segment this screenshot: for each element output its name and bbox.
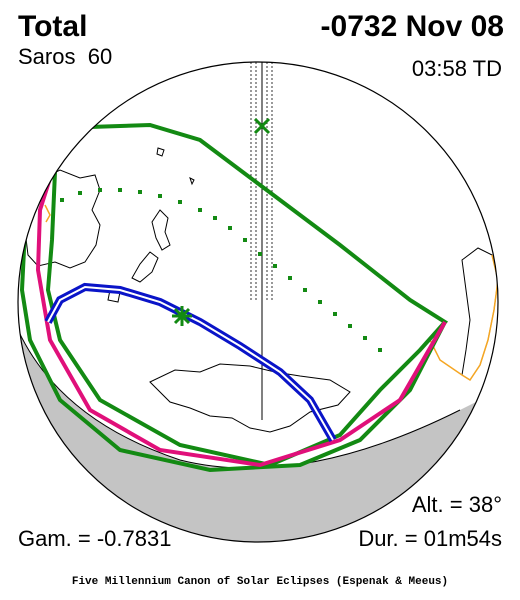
dotted-limit-dot [78, 191, 82, 195]
dotted-limit-line [60, 188, 382, 352]
dotted-limit-dot [158, 194, 162, 198]
dotted-limit-dot [288, 276, 292, 280]
saros-label: Saros 60 [18, 44, 112, 70]
eclipse-date: -0732 Nov 08 [320, 10, 504, 43]
dotted-limit-dot [60, 198, 64, 202]
dotted-limit-dot [273, 264, 277, 268]
eclipse-time: 03:58 TD [411, 56, 502, 81]
penumbra-north-limit [45, 122, 449, 468]
penumbra-south-limit [19, 189, 447, 473]
island [189, 177, 195, 186]
new-zealand-south [131, 251, 159, 283]
dotted-limit-dot [198, 208, 202, 212]
greatest-eclipse-marker [172, 306, 192, 326]
dotted-limit-dot [333, 312, 337, 316]
footer-credit: Five Millennium Canon of Solar Eclipses … [71, 576, 449, 588]
globe-outline [17, 61, 499, 543]
dotted-limit-dot [138, 190, 142, 194]
dotted-limit-dot [348, 324, 352, 328]
gamma-value: Gam. = -0.7831 [18, 526, 172, 551]
australia-highlight [44, 204, 51, 223]
dotted-limit-dot [378, 348, 382, 352]
saros-number: 60 [87, 44, 113, 69]
antarctica-coast [149, 363, 351, 433]
dotted-limit-dot [178, 200, 182, 204]
dotted-limit-dot [303, 288, 307, 292]
land-highlight [44, 204, 498, 382]
saros-text: Saros [18, 44, 76, 69]
dotted-limit-dot [118, 188, 122, 192]
dotted-limit-dot [98, 188, 102, 192]
dotted-limit-dot [318, 300, 322, 304]
new-zealand-north [151, 209, 171, 251]
max-eclipse-curve [35, 171, 447, 468]
south-america-highlight [429, 254, 498, 382]
dotted-limit-dot [258, 252, 262, 256]
eclipse-type: Total [18, 10, 88, 43]
night-terminator [18, 329, 461, 469]
island [156, 147, 165, 157]
duration-value: Dur. = 01m54s [358, 526, 502, 551]
dotted-limit-dot [363, 336, 367, 340]
altitude-value: Alt. = 38° [411, 492, 502, 517]
australia-coast [24, 169, 101, 269]
subsolar-point-marker [253, 117, 271, 135]
dotted-limit-dot [243, 238, 247, 242]
dotted-limit-dot [213, 216, 217, 220]
dotted-limit-dot [228, 226, 232, 230]
